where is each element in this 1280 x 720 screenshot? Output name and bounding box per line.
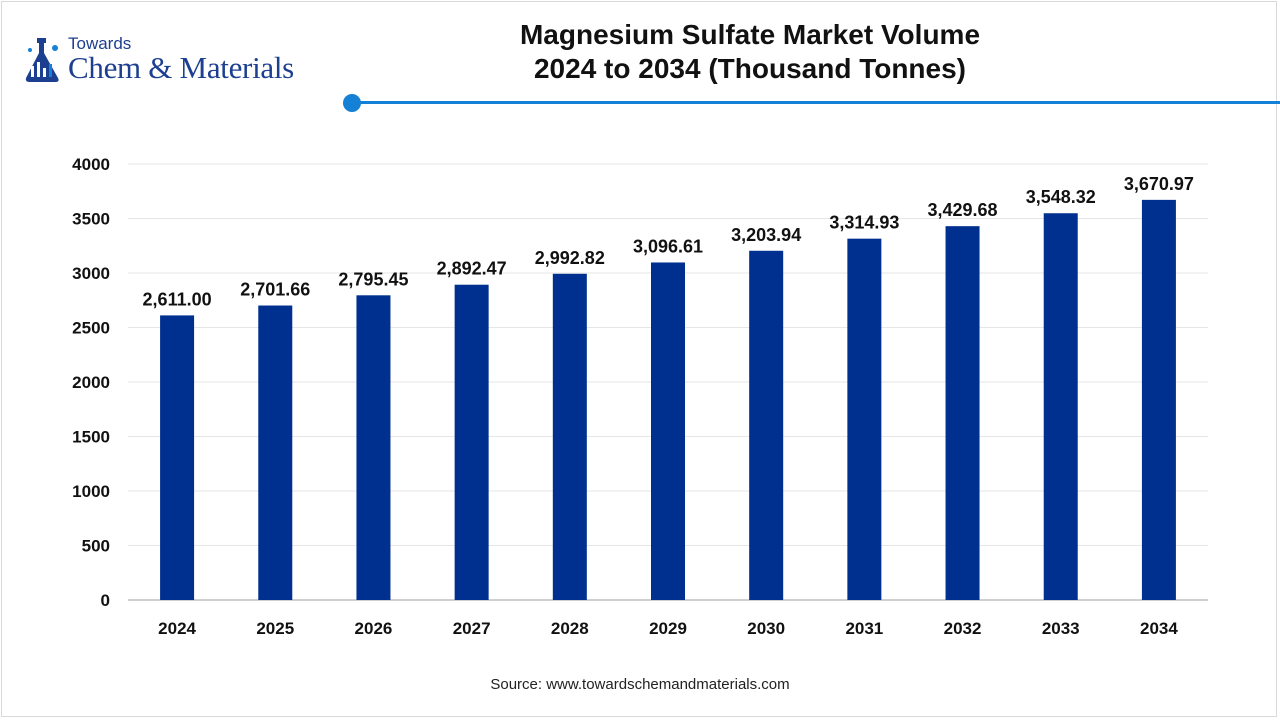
bar-value-label: 2,611.00 bbox=[143, 289, 212, 309]
y-tick-label: 3500 bbox=[72, 210, 110, 229]
bar-value-label: 2,701.66 bbox=[240, 280, 310, 300]
bar-value-label: 3,429.68 bbox=[928, 200, 998, 220]
x-tick-label: 2024 bbox=[158, 619, 196, 638]
x-tick-label: 2028 bbox=[551, 619, 589, 638]
bar bbox=[1141, 199, 1176, 601]
x-tick-label: 2026 bbox=[355, 619, 393, 638]
y-tick-label: 0 bbox=[101, 591, 110, 610]
y-tick-label: 4000 bbox=[72, 155, 110, 174]
bar-value-label: 3,203.94 bbox=[731, 225, 801, 245]
y-tick-label: 1000 bbox=[72, 482, 110, 501]
x-tick-label: 2029 bbox=[649, 619, 687, 638]
brand-logo: Towards Chem & Materials bbox=[22, 34, 342, 90]
bar-value-label: 3,314.93 bbox=[829, 213, 899, 233]
y-tick-label: 2500 bbox=[72, 319, 110, 338]
brand-towards: Towards bbox=[68, 34, 132, 53]
bar-value-label: 2,892.47 bbox=[437, 259, 507, 279]
x-tick-label: 2031 bbox=[845, 619, 883, 638]
x-tick-label: 2030 bbox=[747, 619, 785, 638]
title-rule-line bbox=[355, 101, 1280, 104]
bar bbox=[651, 262, 685, 600]
x-tick-label: 2027 bbox=[453, 619, 491, 638]
bar-value-label: 2,992.82 bbox=[535, 248, 605, 268]
title-rule-dot bbox=[343, 94, 361, 112]
x-tick-label: 2032 bbox=[944, 619, 982, 638]
chart-title-line2: 2024 to 2034 (Thousand Tonnes) bbox=[533, 53, 967, 84]
y-tick-label: 500 bbox=[82, 537, 110, 556]
x-tick-label: 2034 bbox=[1140, 619, 1178, 638]
brand-name: Chem & Materials bbox=[68, 50, 294, 85]
bar bbox=[1043, 213, 1078, 600]
bar-value-label: 2,795.45 bbox=[338, 269, 408, 289]
source-note: Source: www.towardschemandmaterials.com bbox=[490, 676, 790, 693]
chart-title-line1: Magnesium Sulfate Market Volume bbox=[519, 19, 981, 50]
y-tick-label: 1500 bbox=[72, 428, 110, 447]
chart-title: Magnesium Sulfate Market Volume 2024 to … bbox=[450, 18, 1050, 86]
flask-logo-icon bbox=[25, 38, 59, 82]
bar-value-label: 3,096.61 bbox=[633, 236, 703, 256]
y-tick-label: 3000 bbox=[72, 264, 110, 283]
bar bbox=[749, 250, 784, 600]
bar-value-label: 3,670.97 bbox=[1124, 174, 1194, 194]
bar-value-label: 3,548.32 bbox=[1026, 187, 1096, 207]
bar bbox=[356, 295, 391, 600]
x-tick-label: 2025 bbox=[256, 619, 294, 638]
bar bbox=[847, 238, 882, 601]
bar bbox=[552, 273, 587, 600]
bar bbox=[945, 226, 980, 600]
bar bbox=[160, 315, 195, 600]
bar bbox=[454, 284, 489, 600]
bar bbox=[258, 305, 293, 600]
x-tick-label: 2033 bbox=[1042, 619, 1080, 638]
y-tick-label: 2000 bbox=[72, 373, 110, 392]
